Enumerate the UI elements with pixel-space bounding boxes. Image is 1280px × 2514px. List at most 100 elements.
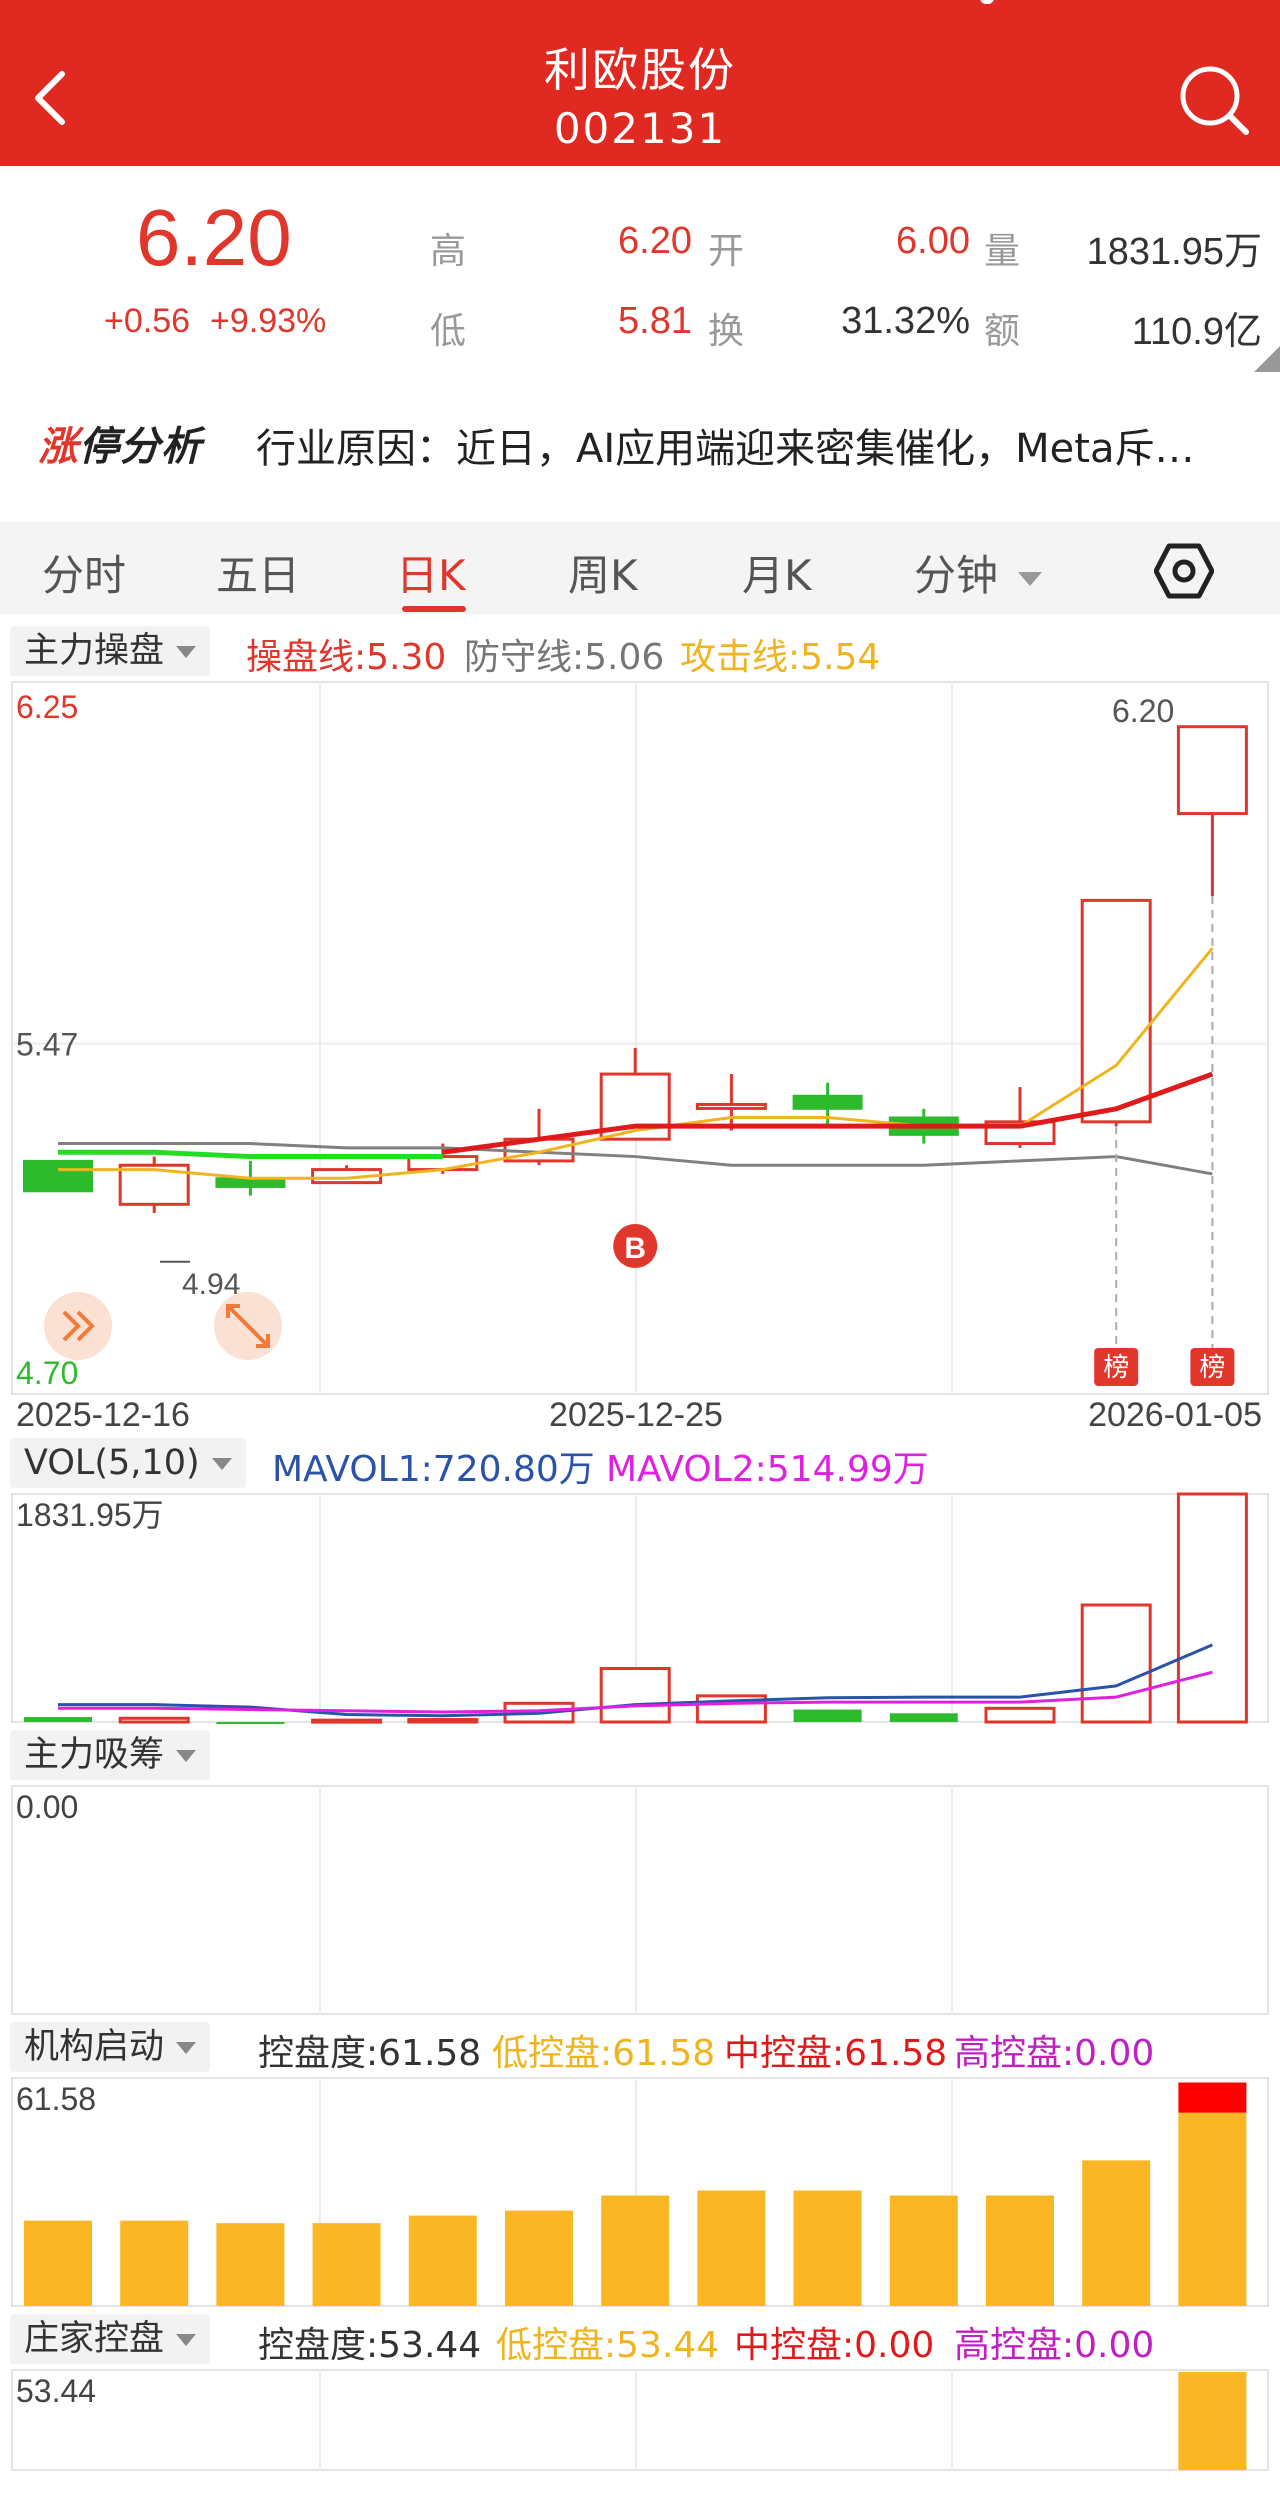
chevron-right-icon <box>76 1310 95 1342</box>
volume-bar <box>407 1718 479 1724</box>
institution-low-control: 低控盘:61.58 <box>492 2033 716 2074</box>
date-label-mid: 2025-12-25 <box>549 1396 723 1434</box>
vol-indicator-select[interactable]: VOL(5,10) <box>10 1438 246 1488</box>
price-axis-bottom: 4.70 <box>16 1355 78 1391</box>
institution-indicator-name: 机构启动 <box>24 2027 165 2067</box>
volume-bar <box>311 1718 383 1724</box>
mavol2-value: MAVOL2:514.99万 <box>606 1449 929 1490</box>
chevron-right-icon <box>62 1310 81 1342</box>
expand-corner-icon[interactable] <box>1254 346 1280 372</box>
current-price: 6.20 <box>136 193 292 282</box>
change-value: +0.56 <box>104 302 191 340</box>
institution-bar <box>793 2190 862 2306</box>
main-indicator-bar: 主力操盘 操盘线:5.30 防守线:5.06 攻击线:5.54 <box>0 620 1280 680</box>
accumulation-indicator-name: 主力吸筹 <box>24 1735 165 1775</box>
change-percent: +9.93% <box>210 302 327 340</box>
banker-indicator-bar: 庄家控盘 控盘度:53.44 低控盘:53.44 中控盘:0.00 高控盘:0.… <box>0 2308 1280 2368</box>
panel-frame <box>11 1785 1269 2015</box>
banker-indicator-name: 庄家控盘 <box>24 2319 165 2359</box>
panel-frame <box>11 2369 1269 2471</box>
institution-bar <box>697 2190 766 2306</box>
app-header: 利欧股份 002131 <box>0 0 1280 166</box>
banker-bar <box>1178 2372 1247 2470</box>
institution-bar <box>986 2195 1054 2306</box>
rank-badge-label: 榜 <box>1103 1353 1129 1383</box>
tab-daily-k[interactable]: 日K <box>396 551 466 600</box>
support-line <box>58 1149 443 1160</box>
institution-bar <box>601 2195 670 2306</box>
institution-bar <box>216 2223 285 2306</box>
volume-label: 量 <box>984 231 1021 272</box>
volume-bar <box>118 1716 190 1724</box>
volume-bar <box>1176 1492 1248 1724</box>
buy-signal-label: B <box>624 1232 646 1265</box>
panel-frame <box>11 681 1269 1395</box>
volume-bar <box>216 1722 285 1724</box>
status-dot <box>980 0 994 4</box>
attack-line-value: 攻击线:5.54 <box>680 637 881 678</box>
settings-icon[interactable] <box>1154 542 1214 600</box>
main-indicator-select[interactable]: 主力操盘 <box>10 626 211 676</box>
chevron-down-icon <box>176 2042 197 2054</box>
tab-minute-label: 分钟 <box>914 551 999 600</box>
back-arrow-icon[interactable] <box>30 68 70 128</box>
candle-body <box>1176 725 1248 816</box>
tab-monthly-k[interactable]: 月K <box>742 551 812 600</box>
fullscreen-icon <box>256 1334 270 1348</box>
turnover-value: 31.32% <box>841 300 970 342</box>
turnover-label: 换 <box>708 311 745 352</box>
institution-bar <box>1178 2112 1247 2306</box>
high-value: 6.20 <box>618 220 692 262</box>
chevron-down-icon <box>176 2334 197 2346</box>
institution-bar <box>24 2220 92 2306</box>
active-tab-underline <box>402 606 466 612</box>
accumulation-indicator-select[interactable]: 主力吸筹 <box>10 1730 211 1780</box>
price-axis-mid: 5.47 <box>16 1027 78 1063</box>
control-line-value: 操盘线:5.30 <box>246 637 447 678</box>
chevron-down-icon <box>211 1458 232 1470</box>
limit-up-analysis-logo: 涨停分析 <box>38 424 202 470</box>
stock-name: 利欧股份 <box>544 43 736 97</box>
institution-indicator-select[interactable]: 机构启动 <box>10 2022 211 2072</box>
accumulation-indicator-bar: 主力吸筹 <box>0 1724 1280 1784</box>
analysis-text: 行业原因：近日，AI应用端迎来密集催化，Meta斥… <box>256 426 1195 472</box>
rank-badge <box>1094 1348 1139 1386</box>
institution-bar-high <box>1178 2082 1247 2113</box>
price-axis-top: 6.25 <box>16 689 78 725</box>
mavol1-value: MAVOL1:720.80万 <box>272 1449 595 1490</box>
limit-up-analysis[interactable]: 涨停分析 行业原因：近日，AI应用端迎来密集催化，Meta斥… <box>0 392 1280 492</box>
volume-value: 1831.95万 <box>1086 231 1262 273</box>
tab-intraday[interactable]: 分时 <box>42 551 127 600</box>
institution-bar <box>505 2210 573 2306</box>
kline-chart[interactable]: 6.25 5.47 4.70 4.94 6.20 B 榜 榜 2025-12-16 2025-12… <box>0 670 1280 2514</box>
banker-indicator-select[interactable]: 庄家控盘 <box>10 2314 211 2364</box>
high-label: 高 <box>430 231 467 272</box>
defense-line-value: 防守线:5.06 <box>464 637 665 678</box>
tab-minute[interactable]: 分钟 <box>914 542 1043 603</box>
volume-bar <box>984 1706 1056 1724</box>
accumulation-axis-top: 0.00 <box>16 1789 78 1825</box>
date-label-end: 2026-01-05 <box>1088 1396 1262 1434</box>
institution-high-control: 高控盘:0.00 <box>954 2033 1155 2074</box>
mavol2-line <box>58 1670 1213 1714</box>
institution-axis-top: 61.58 <box>16 2081 96 2117</box>
open-label: 开 <box>708 231 745 272</box>
low-price-marker: 4.94 <box>182 1268 240 1301</box>
candle-body <box>792 1094 863 1110</box>
amount-value: 110.9亿 <box>1131 311 1262 353</box>
institution-control-degree: 控盘度:61.58 <box>258 2033 482 2074</box>
chevron-down-icon <box>1018 571 1043 586</box>
fullscreen-icon <box>226 1304 270 1348</box>
price-change: +0.56 +9.93% <box>104 302 346 341</box>
tab-weekly-k[interactable]: 周K <box>568 551 638 600</box>
search-icon[interactable] <box>1176 62 1250 136</box>
tab-five-day[interactable]: 五日 <box>216 551 301 600</box>
high-price-marker: 6.20 <box>1112 693 1174 729</box>
main-indicator-name: 主力操盘 <box>24 631 165 671</box>
vol-indicator-bar: VOL(5,10) MAVOL1:720.80万 MAVOL2:514.99万 <box>0 1432 1280 1492</box>
low-label: 低 <box>430 311 467 352</box>
volume-axis-top: 1831.95万 <box>16 1497 164 1533</box>
chevron-down-icon <box>176 646 197 658</box>
banker-mid-control: 中控盘:0.00 <box>734 2325 935 2366</box>
defense-line <box>58 1142 1213 1176</box>
